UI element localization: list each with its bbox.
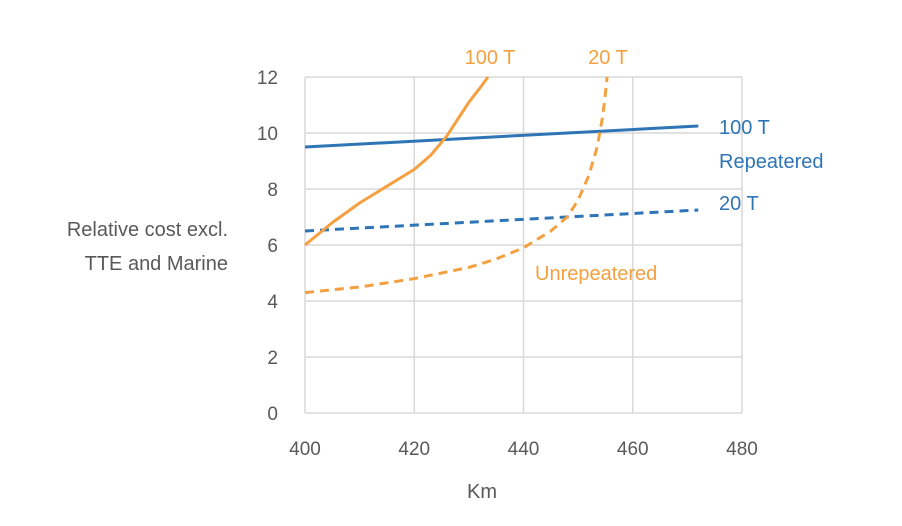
tick-labels: 0 2 4 6 8 10 12 400 420 440 460 480 bbox=[257, 68, 758, 460]
x-tick-label: 460 bbox=[617, 439, 649, 460]
y-tick-label: 0 bbox=[267, 404, 278, 425]
y-tick-label: 12 bbox=[257, 68, 278, 89]
series-line-unrepeatered-solid bbox=[304, 76, 490, 247]
y-axis-title-line-1: Relative cost excl. bbox=[67, 219, 228, 241]
annotation-unrepeatered: Unrepeatered bbox=[535, 263, 657, 285]
y-axis-title-line-2: TTE and Marine bbox=[85, 253, 228, 275]
series-line-unrepeatered-dashed bbox=[304, 76, 609, 295]
series-line-repeatered-dashed bbox=[304, 208, 699, 233]
x-axis-title: Km bbox=[467, 481, 497, 503]
x-tick-label: 400 bbox=[289, 439, 321, 460]
series-line-repeatered-solid bbox=[304, 124, 699, 149]
series-lines bbox=[304, 76, 699, 295]
y-tick-label: 2 bbox=[267, 348, 278, 369]
y-tick-label: 10 bbox=[257, 124, 278, 145]
y-tick-label: 6 bbox=[267, 236, 278, 257]
y-tick-label: 8 bbox=[267, 180, 278, 201]
annotation-repeatered-100t: 100 T bbox=[719, 117, 770, 139]
y-tick-label: 4 bbox=[267, 292, 278, 313]
annotation-repeatered: Repeatered bbox=[719, 151, 824, 173]
annotation-repeatered-20t: 20 T bbox=[719, 193, 759, 215]
x-tick-label: 420 bbox=[398, 439, 430, 460]
x-tick-label: 440 bbox=[508, 439, 540, 460]
annotation-unrepeatered-100t: 100 T bbox=[465, 47, 516, 69]
grid-lines bbox=[304, 76, 743, 414]
annotation-unrepeatered-20t: 20 T bbox=[588, 47, 628, 69]
x-tick-label: 480 bbox=[726, 439, 758, 460]
